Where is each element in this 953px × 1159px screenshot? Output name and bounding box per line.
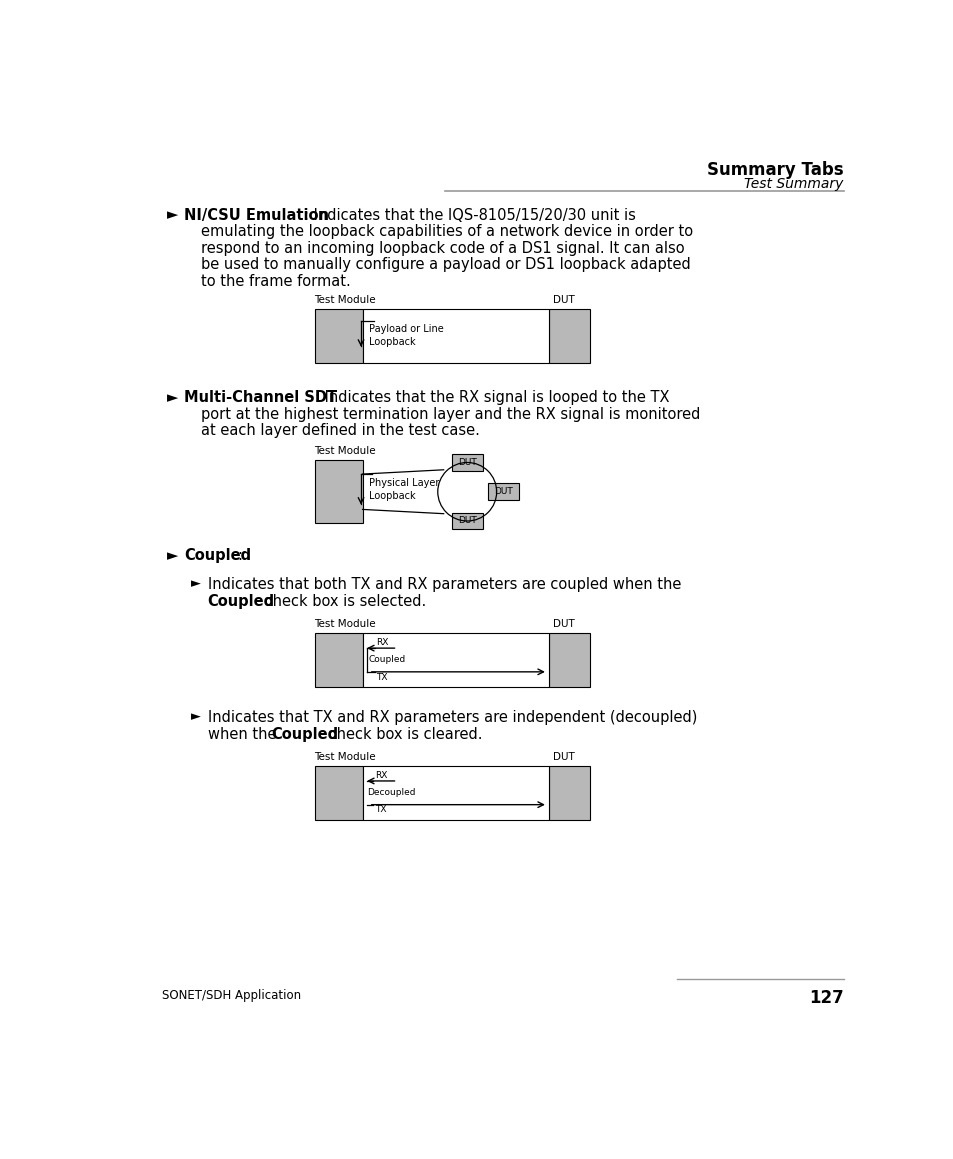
Text: DUT: DUT: [457, 458, 476, 467]
Text: Decoupled: Decoupled: [367, 788, 416, 797]
Text: Physical Layer: Physical Layer: [369, 478, 438, 488]
Text: DUT: DUT: [457, 517, 476, 525]
Text: : Indicates that the IQS-8105/15/20/30 unit is: : Indicates that the IQS-8105/15/20/30 u…: [304, 207, 636, 223]
FancyBboxPatch shape: [314, 766, 362, 819]
Text: respond to an incoming loopback code of a DS1 signal. It can also: respond to an incoming loopback code of …: [200, 241, 683, 256]
Text: : Indicates that the RX signal is looped to the TX: : Indicates that the RX signal is looped…: [314, 391, 668, 406]
Text: Loopback: Loopback: [369, 337, 415, 348]
FancyBboxPatch shape: [362, 309, 549, 363]
Text: when the: when the: [208, 727, 280, 742]
Text: DUT: DUT: [553, 296, 575, 305]
Text: Loopback: Loopback: [369, 491, 415, 501]
Text: check box is cleared.: check box is cleared.: [323, 727, 482, 742]
Text: Indicates that both TX and RX parameters are coupled when the: Indicates that both TX and RX parameters…: [208, 577, 680, 592]
Text: DUT: DUT: [553, 619, 575, 629]
FancyBboxPatch shape: [314, 309, 362, 363]
Text: Payload or Line: Payload or Line: [369, 325, 443, 334]
Text: ►: ►: [167, 548, 178, 563]
Text: Coupled: Coupled: [208, 593, 274, 608]
Text: ►: ►: [191, 710, 200, 723]
Text: DUT: DUT: [553, 752, 575, 761]
FancyBboxPatch shape: [488, 483, 518, 501]
Text: RX: RX: [375, 771, 387, 780]
Text: Coupled: Coupled: [369, 656, 406, 664]
Text: to the frame format.: to the frame format.: [200, 274, 350, 289]
Text: Test Module: Test Module: [314, 296, 375, 305]
FancyBboxPatch shape: [362, 633, 549, 687]
Text: RX: RX: [376, 639, 389, 648]
Text: :: :: [236, 548, 242, 563]
FancyBboxPatch shape: [549, 766, 589, 819]
Text: TX: TX: [376, 672, 388, 681]
Text: Indicates that TX and RX parameters are independent (decoupled): Indicates that TX and RX parameters are …: [208, 710, 697, 726]
Text: Multi-Channel SDT: Multi-Channel SDT: [184, 391, 337, 406]
Text: port at the highest termination layer and the RX signal is monitored: port at the highest termination layer an…: [200, 407, 700, 422]
FancyBboxPatch shape: [452, 512, 482, 530]
FancyBboxPatch shape: [362, 766, 549, 819]
Text: ►: ►: [167, 207, 178, 223]
Text: TX: TX: [375, 806, 386, 815]
Text: be used to manually configure a payload or DS1 loopback adapted: be used to manually configure a payload …: [200, 257, 690, 272]
Text: 127: 127: [808, 989, 843, 1007]
Text: NI/CSU Emulation: NI/CSU Emulation: [184, 207, 329, 223]
FancyBboxPatch shape: [549, 309, 589, 363]
Text: check box is selected.: check box is selected.: [260, 593, 426, 608]
Text: ►: ►: [167, 391, 178, 406]
Text: Test Module: Test Module: [314, 446, 375, 457]
Text: Summary Tabs: Summary Tabs: [706, 161, 843, 180]
FancyBboxPatch shape: [452, 454, 482, 471]
Text: at each layer defined in the test case.: at each layer defined in the test case.: [200, 423, 479, 438]
Text: emulating the loopback capabilities of a network device in order to: emulating the loopback capabilities of a…: [200, 224, 692, 239]
Text: Test Summary: Test Summary: [743, 177, 843, 191]
Text: Test Module: Test Module: [314, 619, 375, 629]
Text: SONET/SDH Application: SONET/SDH Application: [162, 989, 301, 1003]
Text: ►: ►: [191, 577, 200, 590]
Text: Test Module: Test Module: [314, 752, 375, 761]
FancyBboxPatch shape: [314, 460, 362, 524]
FancyBboxPatch shape: [549, 633, 589, 687]
Text: Coupled: Coupled: [271, 727, 338, 742]
Text: DUT: DUT: [494, 487, 513, 496]
Text: Coupled: Coupled: [184, 548, 252, 563]
FancyBboxPatch shape: [314, 633, 362, 687]
